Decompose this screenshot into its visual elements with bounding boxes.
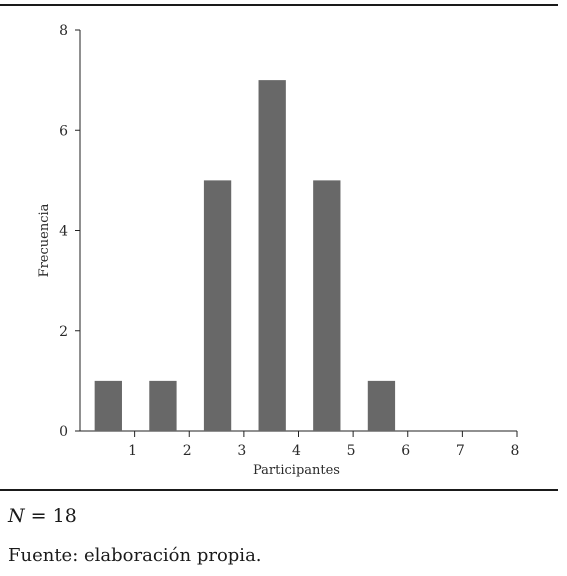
n-value: = 18 [30,505,77,527]
y-axis: 0 2 4 6 8 [59,23,81,440]
x-tick-label: 7 [456,443,465,459]
y-tick-label: 0 [59,424,68,440]
source-note: Fuente: elaboración propia. [8,545,262,566]
bar-6 [367,380,396,431]
x-tick-label: 6 [401,443,410,459]
bottom-rule [0,489,558,491]
x-tick-label: 8 [511,443,520,459]
x-axis-label: Participantes [253,463,340,478]
histogram-chart: 0 2 4 6 8 1 2 3 4 5 6 7 8 Participantes Frecuencia [37,23,520,478]
bars [94,80,396,431]
bar-3 [203,180,232,431]
x-tick-label: 2 [183,443,192,459]
bar-5 [313,180,341,431]
top-rule [0,4,558,6]
bar-2 [149,380,177,431]
y-tick-label: 6 [59,123,68,139]
x-tick-label: 4 [292,443,301,459]
y-tick-label: 4 [59,224,68,240]
x-tick-label: 1 [128,443,137,459]
x-tick-label: 5 [347,443,356,459]
bar-4 [258,80,286,431]
n-symbol: N [8,505,25,527]
y-axis-label: Frecuencia [37,203,52,277]
y-tick-label: 2 [59,324,68,340]
y-tick-label: 8 [59,23,68,39]
x-tick-label: 3 [237,443,246,459]
bar-1 [94,380,122,431]
sample-size-note: N = 18 [8,505,77,527]
x-axis: 1 2 3 4 5 6 7 8 [80,430,520,459]
